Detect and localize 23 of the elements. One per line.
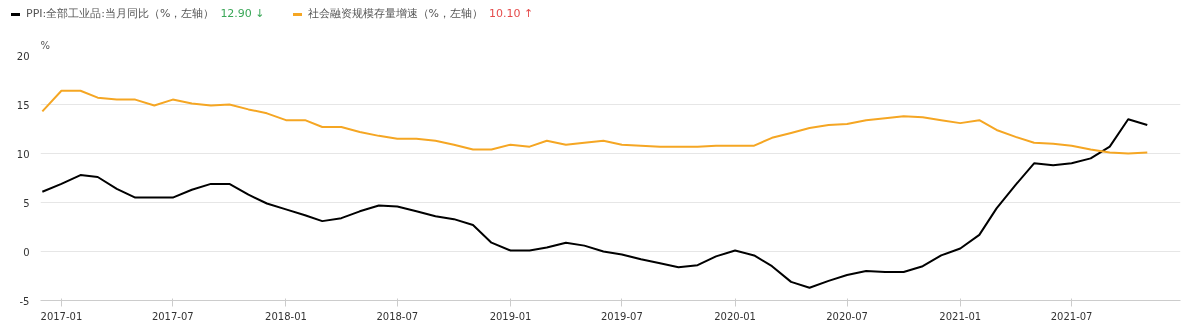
x-tick-label: 2018-01 (265, 310, 307, 320)
x-tick-label: 2018-07 (376, 310, 419, 320)
text: 12.90 ↓ (220, 7, 265, 20)
y-tick-label: 5 (23, 197, 30, 209)
legend-label: PPI:全部工业品:当月同比（%，左轴） (26, 7, 215, 20)
line-series (41, 89, 1149, 155)
x-tick-label: 2017-07 (151, 310, 194, 320)
y-tick-label: -5 (19, 295, 30, 307)
x-tick-label: 2020-01 (714, 310, 756, 320)
x-tick-label: 2021-01 (939, 310, 982, 320)
text: 10.10 ↑ (489, 7, 534, 20)
y-tick-label: 0 (23, 246, 30, 258)
x-tick-label: 2021-07 (1050, 310, 1093, 320)
x-tick-label: 2017-01 (40, 310, 83, 320)
y-tick-label: 15 (16, 99, 30, 111)
x-tick-label: 2019-01 (489, 310, 532, 320)
x-tick-label: 2020-07 (826, 310, 868, 320)
legend-label: 社会融资规模存量增速（%，左轴） (307, 7, 484, 20)
y-tick-label: 10 (16, 148, 30, 160)
line-series (41, 118, 1149, 289)
x-tick-label: 2019-07 (600, 310, 643, 320)
y-tick-label: 20 (16, 50, 30, 62)
y-axis-title: % (40, 39, 51, 51)
